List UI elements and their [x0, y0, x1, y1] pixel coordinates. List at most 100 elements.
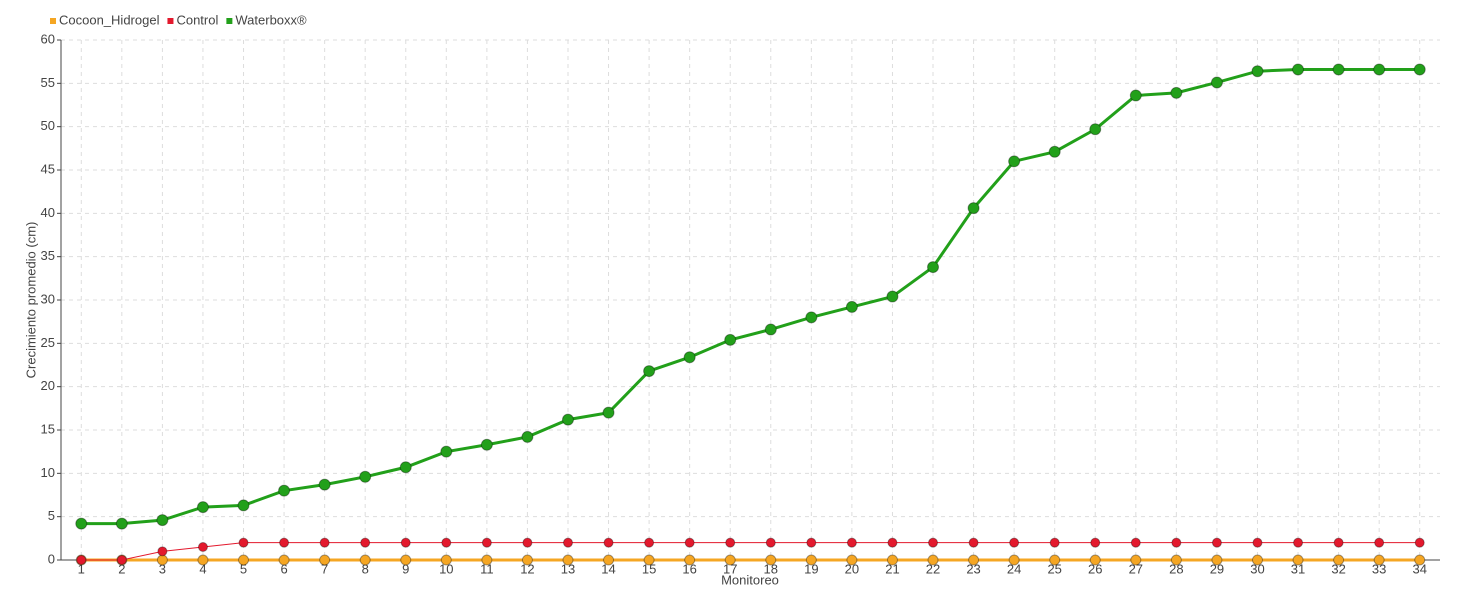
y-tick-label: 30 [41, 291, 55, 306]
point [1333, 554, 1345, 566]
x-tick-label: 4 [199, 561, 206, 576]
point [602, 406, 615, 419]
point [1089, 554, 1101, 566]
point [1170, 554, 1182, 566]
point [318, 478, 331, 491]
point [765, 537, 776, 548]
point [1049, 554, 1061, 566]
point [603, 554, 615, 566]
point [399, 461, 412, 474]
point [846, 537, 857, 548]
point [967, 202, 980, 215]
point [359, 470, 372, 483]
point [1333, 537, 1344, 548]
series-line [81, 67, 1420, 526]
point [441, 537, 452, 548]
point [197, 542, 208, 552]
point [968, 537, 979, 548]
point [968, 554, 980, 566]
point [562, 537, 573, 548]
y-tick-label: 50 [41, 118, 55, 133]
x-tick-label: 15 [642, 561, 656, 576]
point [481, 554, 493, 566]
x-tick-label: 32 [1331, 561, 1345, 576]
point [1373, 554, 1385, 566]
point [1170, 86, 1183, 99]
point [845, 300, 858, 313]
legend-swatch [50, 18, 56, 24]
point [440, 554, 452, 566]
x-tick-label: 29 [1210, 561, 1224, 576]
y-axis-label: Crecimiento promedio (cm) [23, 222, 38, 379]
point [927, 554, 939, 566]
point [1089, 123, 1102, 136]
point [1171, 537, 1182, 548]
x-tick-label: 23 [966, 561, 980, 576]
point [1211, 554, 1223, 566]
x-tick-label: 9 [402, 561, 409, 576]
point [521, 554, 533, 566]
point [1251, 554, 1263, 566]
point [562, 554, 574, 566]
legend-swatch [167, 18, 174, 24]
x-tick-label: 13 [561, 561, 575, 576]
point [643, 365, 656, 378]
x-tick-label: 11 [480, 561, 494, 576]
point [279, 537, 290, 548]
point [521, 430, 534, 443]
point [1251, 65, 1264, 78]
x-tick-label: 24 [1007, 561, 1021, 576]
point [1210, 76, 1223, 89]
y-tick-label: 60 [41, 31, 55, 46]
point [238, 537, 249, 548]
point [1211, 537, 1222, 548]
y-tick-label: 45 [41, 161, 55, 176]
y-tick-label: 0 [48, 551, 55, 566]
point [1252, 537, 1263, 548]
point [157, 546, 168, 557]
point [1413, 63, 1426, 76]
point [805, 311, 818, 324]
point [1049, 537, 1060, 548]
x-tick-label: 21 [885, 561, 899, 576]
x-tick-label: 2 [118, 561, 125, 576]
x-tick-label: 31 [1291, 561, 1305, 576]
y-tick-label: 40 [41, 205, 55, 220]
series-line [81, 542, 1420, 561]
point [278, 554, 290, 566]
x-tick-label: 34 [1412, 561, 1426, 576]
x-tick-label: 26 [1088, 561, 1102, 576]
point [765, 554, 777, 566]
point [886, 290, 899, 303]
legend-swatch [226, 18, 233, 24]
point [156, 514, 169, 527]
point [480, 438, 493, 451]
point [196, 501, 209, 514]
x-tick-label: 8 [362, 561, 369, 576]
legend-label: Waterboxx® [235, 12, 307, 27]
point [197, 554, 209, 566]
point [116, 555, 127, 565]
point [683, 351, 696, 364]
x-tick-label: 27 [1129, 561, 1143, 576]
x-tick-label: 22 [926, 561, 940, 576]
point [684, 537, 695, 548]
point [1414, 554, 1426, 566]
point [1130, 537, 1141, 548]
x-tick-label: 7 [321, 561, 328, 576]
point [1332, 63, 1345, 76]
point [764, 323, 777, 336]
point [643, 554, 655, 566]
x-tick-label: 5 [240, 561, 247, 576]
point [805, 554, 817, 566]
x-tick-label: 6 [280, 561, 287, 576]
x-tick-label: 10 [439, 561, 453, 576]
y-tick-label: 5 [48, 508, 55, 523]
point [846, 554, 858, 566]
point [1008, 554, 1020, 566]
point [481, 537, 492, 548]
x-tick-label: 17 [723, 561, 737, 576]
point [237, 499, 250, 512]
x-axis-label: Monitoreo [721, 572, 779, 587]
